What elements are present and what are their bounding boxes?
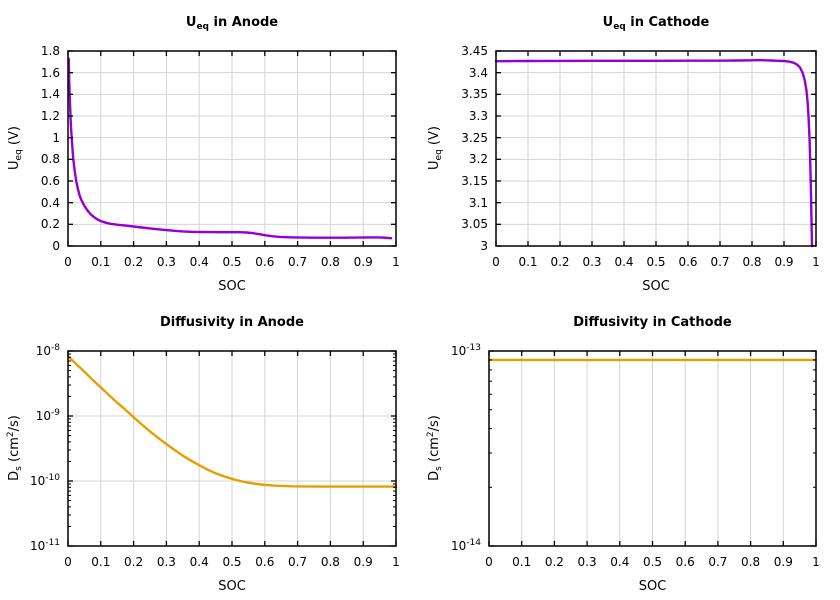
x-tick-label: 0.1 [91, 255, 111, 269]
x-tick-label: 0.1 [518, 255, 538, 269]
y-tick-label: 3.35 [461, 87, 488, 102]
x-tick-label: 0.2 [124, 555, 144, 569]
x-tick-label: 1 [392, 255, 400, 269]
x-tick-label: 0.1 [91, 555, 111, 569]
x-tick-label: 0.3 [156, 255, 176, 269]
x-tick-label: 0.8 [742, 255, 762, 269]
x-tick-label: 0.6 [678, 255, 698, 269]
y-tick-label: 0 [52, 239, 60, 253]
x-tick-label: 0.7 [708, 555, 728, 569]
x-axis-label: SOC [218, 279, 246, 294]
y-tick-label: 0.2 [40, 217, 60, 232]
x-tick-label: 0.7 [288, 255, 308, 269]
x-tick-label: 0.9 [774, 255, 794, 269]
y-tick-label: 3 [480, 239, 488, 253]
x-tick-label: 0 [492, 255, 500, 269]
y-tick-label: 0.8 [40, 152, 60, 167]
plot-diffusivity-cathode: Diffusivity in Cathode Ds (cm2/s) SOC 0 0… [420, 300, 840, 600]
y-axis-label: Ds (cm2/s) [6, 415, 24, 481]
x-tick-label: 0.4 [189, 255, 209, 269]
y-tick-label: 10-14 [451, 538, 481, 554]
x-tick-label: 0.8 [741, 555, 761, 569]
y-tick-label: 1.6 [40, 65, 60, 80]
y-tick-label: 10-13 [451, 343, 481, 359]
x-tick-label: 1 [812, 255, 820, 269]
data-line-diffusivity-anode [66, 355, 398, 488]
x-tick-label: 0 [485, 555, 493, 569]
chart-canvas [66, 350, 398, 547]
x-tick-label: 0.2 [550, 255, 570, 269]
x-tick-label: 0.4 [610, 555, 630, 569]
x-tick-label: 0 [64, 255, 72, 269]
x-axis-label: SOC [638, 579, 667, 594]
y-tick-label: 3.15 [461, 174, 488, 188]
y-tick-label: 3.25 [461, 130, 488, 145]
x-tick-label: 0.4 [189, 555, 209, 569]
y-tick-label: 3.45 [461, 44, 488, 58]
x-tick-label: 0.5 [646, 255, 666, 269]
chart-canvas [494, 50, 817, 248]
x-tick-label: 0.9 [353, 255, 373, 269]
x-tick-label: 0.2 [124, 255, 144, 269]
x-tick-label: 0 [64, 555, 72, 569]
x-tick-label: 0.3 [582, 255, 602, 269]
y-tick-label: 0.6 [40, 174, 60, 188]
x-tick-label: 0.9 [353, 555, 373, 569]
y-tick-label: 3.1 [468, 195, 488, 210]
plot-title: Ueq in Anode [185, 15, 279, 32]
x-tick-label: 0.6 [255, 555, 275, 569]
data-line-ueq-anode [67, 57, 393, 240]
x-axis-label: SOC [642, 279, 670, 294]
y-tick-label: 0.4 [40, 195, 60, 210]
plot-title: Ueq in Cathode [602, 15, 710, 32]
y-tick-label: 1.4 [40, 87, 60, 102]
y-tick-label: 1.2 [40, 109, 60, 123]
x-tick-label: 0.3 [156, 555, 176, 569]
x-tick-label: 0.6 [675, 555, 695, 569]
x-tick-label: 0.1 [512, 555, 532, 569]
plot-title: Diffusivity in Anode [160, 315, 304, 330]
x-tick-label: 0.7 [710, 255, 730, 269]
x-tick-label: 0.5 [642, 555, 663, 569]
x-tick-label: 0.8 [320, 555, 340, 569]
y-tick-label: 10-11 [30, 538, 60, 554]
x-tick-label: 0.6 [255, 255, 275, 269]
y-axis-label: Ds (cm2/s) [426, 415, 444, 481]
y-tick-label: 3.2 [468, 152, 488, 167]
y-tick-label: 1 [52, 130, 60, 145]
y-tick-label: 10-9 [35, 408, 60, 424]
y-tick-label: 1.8 [40, 44, 60, 58]
x-tick-label: 0.8 [320, 255, 340, 269]
x-tick-label: 0.7 [288, 555, 308, 569]
x-tick-label: 0.2 [544, 555, 564, 569]
y-tick-label: 3.05 [461, 217, 488, 232]
y-tick-label: 10-8 [35, 343, 60, 359]
x-tick-label: 1 [392, 555, 400, 569]
plot-ueq-anode: Ueq in Anode Ueq (V) SOC 0 0.1 0.2 0.3 0.4 0.… [0, 0, 420, 300]
y-tick-label: 10-10 [30, 473, 60, 489]
x-tick-label: 0.3 [577, 555, 597, 569]
x-tick-label: 1 [812, 555, 820, 569]
x-tick-label: 0.5 [222, 255, 242, 269]
chart-canvas [487, 350, 818, 547]
plot-ueq-cathode: Ueq in Cathode Ueq (V) SOC 0 0.1 0.2 0.3 0.4… [420, 0, 840, 300]
data-line-ueq-cathode [494, 58, 814, 248]
plot-diffusivity-anode: Diffusivity in Anode Ds (cm2/s) SOC 0 0.1… [0, 300, 420, 600]
x-axis-label: SOC [218, 579, 246, 594]
y-tick-label: 3.3 [468, 109, 488, 123]
x-tick-label: 0.5 [222, 555, 242, 569]
y-tick-label: 3.4 [468, 65, 488, 80]
plot-title: Diffusivity in Cathode [573, 315, 732, 330]
chart-canvas [67, 50, 397, 247]
x-tick-label: 0.9 [773, 555, 793, 569]
x-tick-label: 0.4 [614, 255, 634, 269]
